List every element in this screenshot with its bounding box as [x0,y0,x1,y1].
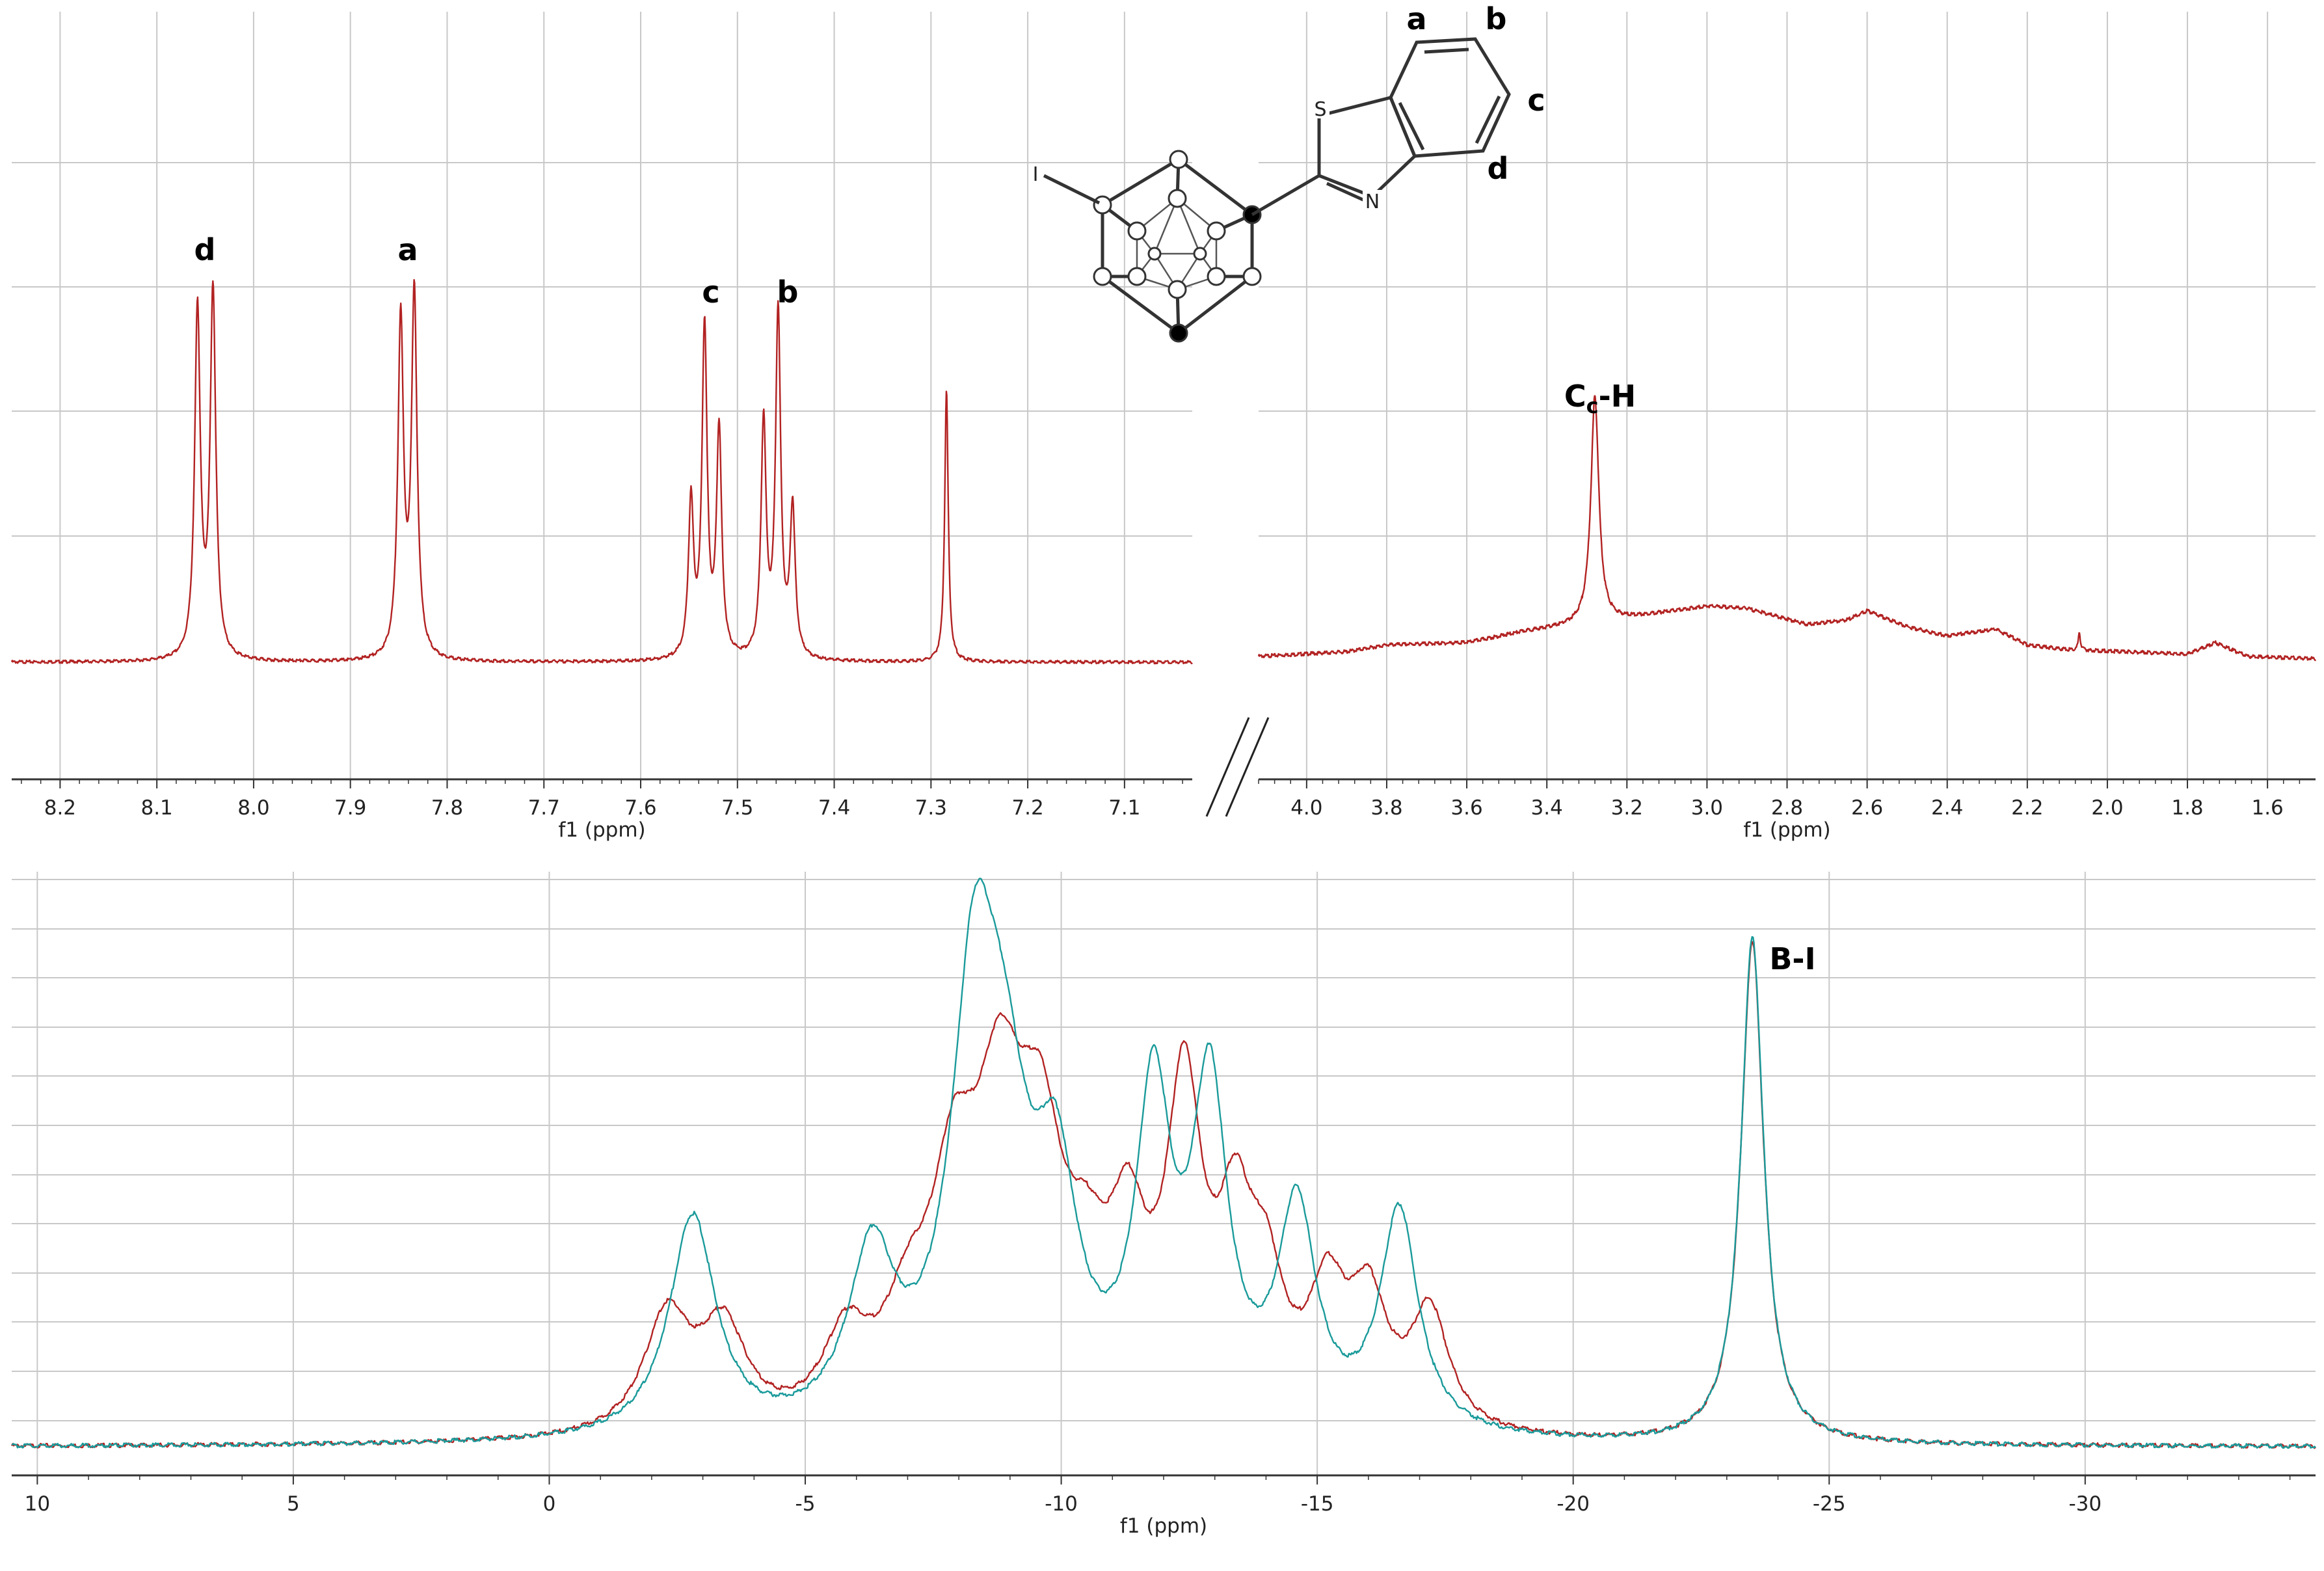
peak-label-b: b [777,275,799,310]
axis-break-marks [1205,717,1270,817]
x-tick-label: 7.7 [528,796,560,820]
x-axis-label: f1 (ppm) [558,818,645,842]
x-tick-label: 3.0 [1691,796,1723,820]
ring-label-d: d [1488,151,1509,186]
x-tick-label: 1.6 [2251,796,2283,820]
cage-atom [1168,280,1187,299]
x-tick-label: 7.9 [334,796,366,820]
cage-atom [1169,323,1188,343]
x-axis-label: f1 (ppm) [1120,1514,1207,1538]
x-tick-label: 2.2 [2011,796,2043,820]
spectrum-line-0 [1257,395,2317,662]
cage-atom [1207,267,1226,286]
sulfur-atom-label: S [1314,98,1326,121]
cage-atom [1093,267,1112,286]
peak-label-d: d [194,232,216,267]
ring-label-c: c [1527,83,1545,118]
h1-aromatic-panel: 8.2 8.1 8.0 7.9 7.8 7.7 7.6 7.5 7.4 7.3 7.2 7.1 f1 (… [10,12,1193,842]
b11-panel: 10 5 0 -5 -10 -15 -20 -25 -30 f1 (ppm) B-I [10,872,2316,1538]
x-tick-label: 1.8 [2171,796,2203,820]
cage-atom [1168,189,1187,208]
x-tick-label: 2.4 [1931,796,1963,820]
cage-atom [1093,195,1112,215]
x-tick-label: 7.3 [915,796,947,820]
x-tick-label: -25 [1813,1492,1846,1516]
x-tick-label: 10 [25,1492,50,1516]
ring-label-b: b [1486,1,1507,36]
spectrum-line-0 [10,941,2316,1449]
x-tick-label: 2.6 [1851,796,1883,820]
x-tick-label: 3.8 [1370,796,1402,820]
x-tick-label: 2.8 [1771,796,1803,820]
x-tick-label: 3.2 [1611,796,1643,820]
iodine-atom-label: I [1033,163,1039,186]
molecule-structure: I S Na b cd [1033,1,1545,343]
cage-atom [1242,267,1262,286]
x-axis-label: f1 (ppm) [1743,818,1830,842]
x-tick-label: 7.6 [624,796,656,820]
ring-label-a: a [1406,1,1426,36]
x-tick-label: 7.8 [431,796,463,820]
x-tick-label: 3.6 [1450,796,1482,820]
x-tick-label: -10 [1045,1492,1078,1516]
cage-atom [1207,221,1226,241]
x-tick-label: 7.4 [818,796,850,820]
nitrogen-atom-label: N [1365,191,1380,213]
x-tick-label: -5 [795,1492,816,1516]
x-tick-label: -15 [1301,1492,1334,1516]
h1-aliphatic-panel: 4.0 3.8 3.6 3.4 3.2 3.0 2.8 2.6 2.4 2.2 2.0 1.8 1.6 f… [1257,12,2317,842]
x-tick-label: 4.0 [1290,796,1322,820]
peak-label-cc-h: Cc-H [1564,379,1636,418]
x-tick-label: 2.0 [2091,796,2123,820]
spectrum-line-1 [12,878,2316,1449]
peak-label-c: c [702,275,719,310]
x-tick-label: 8.0 [237,796,269,820]
x-tick-label: 5 [287,1492,300,1516]
x-tick-label: 0 [543,1492,556,1516]
x-tick-label: -30 [2068,1492,2102,1516]
x-tick-label: 8.1 [140,796,172,820]
cage-atom [1169,150,1188,169]
x-tick-label: 7.1 [1108,796,1140,820]
cage-atom [1127,267,1147,286]
cage-atom [1127,221,1147,241]
cage-atom [1193,247,1207,261]
x-tick-label: 3.4 [1531,796,1563,820]
cage-atom [1147,247,1162,261]
x-tick-label: -20 [1556,1492,1590,1516]
peak-label-b-i: B-I [1769,941,1815,976]
x-tick-label: 7.5 [721,796,753,820]
x-tick-label: 7.2 [1011,796,1043,820]
x-tick-label: 8.2 [44,796,76,820]
peak-label-a: a [397,232,418,267]
spectrum-line-0 [10,278,1193,665]
